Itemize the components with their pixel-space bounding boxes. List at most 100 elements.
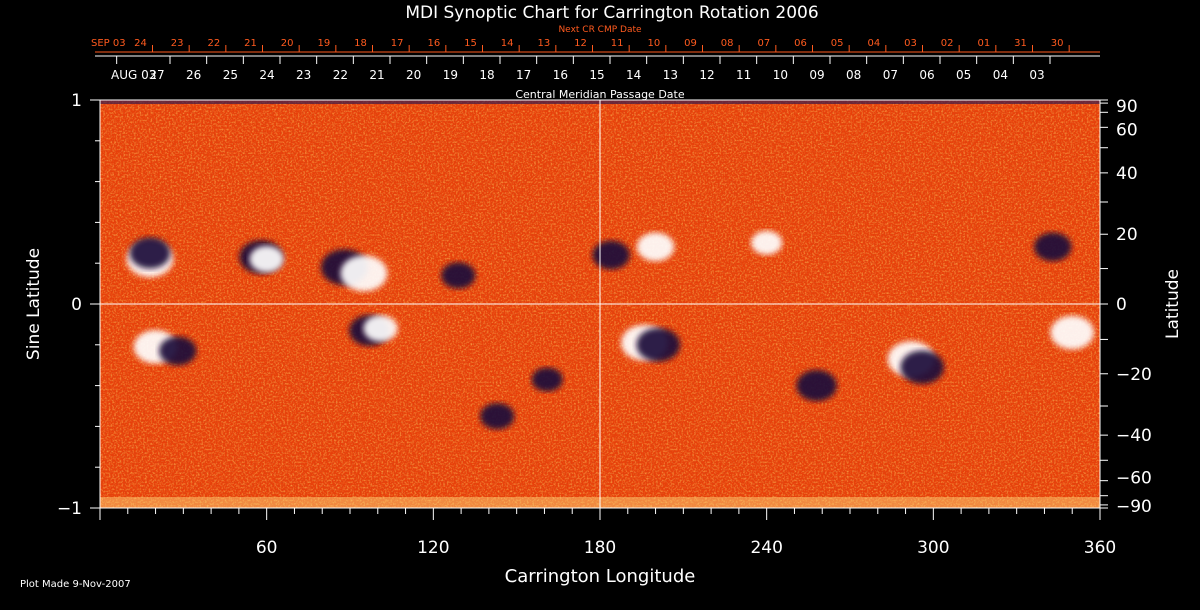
active-region-negative	[1034, 232, 1072, 262]
cmp-date-label: 16	[553, 68, 568, 82]
y-axis-right: 90 60 40 20 0 −20 −40 −60 −90	[1100, 97, 1152, 517]
next-cr-date-label: 23	[171, 38, 184, 49]
active-region-positive	[751, 230, 783, 255]
y-axis-left-title: Sine Latitude	[24, 248, 44, 360]
cmp-date-label: 08	[846, 68, 861, 82]
x-tick-label: 60	[256, 538, 278, 558]
active-region-negative	[900, 350, 945, 385]
chart-title: MDI Synoptic Chart for Carrington Rotati…	[405, 3, 818, 23]
next-cr-date-label: 12	[574, 38, 587, 49]
next-cr-date-label: 16	[427, 38, 440, 49]
y-axis-left: 1 0 −1	[57, 91, 100, 519]
y-right-tick-label: 60	[1116, 120, 1138, 140]
next-cr-date-label: 04	[867, 38, 880, 49]
cmp-date-label: 11	[736, 68, 751, 82]
active-region-positive	[636, 232, 675, 262]
cmp-date-label: 05	[956, 68, 971, 82]
next-cr-date-label: 13	[537, 38, 550, 49]
plot-made-footer: Plot Made 9-Nov-2007	[20, 579, 131, 590]
next-cr-date-label: 19	[317, 38, 330, 49]
active-region-negative	[531, 367, 563, 392]
cmp-date-label: 18	[479, 68, 494, 82]
next-cr-date-label: 24	[134, 38, 147, 49]
next-cr-date-label: 02	[941, 38, 954, 49]
cmp-date-label: 12	[699, 68, 714, 82]
active-region-positive	[1050, 315, 1095, 350]
y-right-tick-label: 20	[1116, 225, 1138, 245]
next-cr-date-label: SEP 03	[91, 38, 126, 49]
next-cr-date-label: 03	[904, 38, 917, 49]
cmp-date-label: 09	[809, 68, 824, 82]
active-region-positive	[340, 255, 388, 292]
y-right-tick-label: 40	[1116, 164, 1138, 184]
x-tick-label: 360	[1084, 538, 1116, 558]
active-region-negative	[480, 403, 515, 430]
active-regions	[126, 230, 1095, 430]
next-cr-date-label: 05	[831, 38, 844, 49]
x-tick-label: 240	[750, 538, 782, 558]
cmp-date-label: 04	[993, 68, 1008, 82]
next-cr-date-label: 18	[354, 38, 367, 49]
cmp-date-label: 24	[259, 68, 274, 82]
cmp-date-label: 19	[443, 68, 458, 82]
y-right-tick-label: 0	[1116, 295, 1127, 315]
active-region-negative	[129, 237, 171, 269]
cmp-date-label: AUG 03	[111, 68, 156, 82]
cmp-date-label: 17	[516, 68, 531, 82]
cmp-date-label: 23	[296, 68, 311, 82]
next-cr-date-label: 22	[207, 38, 220, 49]
next-cr-date-label: 11	[611, 38, 624, 49]
y-left-tick-label: 1	[71, 91, 82, 111]
active-region-negative	[796, 370, 837, 402]
y-left-tick-label: −1	[57, 499, 82, 519]
y-axis-right-title: Latitude	[1163, 269, 1183, 339]
next-cr-cmp-label: Next CR CMP Date	[558, 25, 642, 35]
next-cr-date-label: 15	[464, 38, 477, 49]
active-region-negative	[159, 336, 197, 366]
next-cr-date-label: 01	[977, 38, 990, 49]
next-cr-date-label: 30	[1051, 38, 1064, 49]
cmp-date-label: 03	[1029, 68, 1044, 82]
y-right-tick-label: −40	[1116, 426, 1152, 446]
next-cr-date-label: 14	[501, 38, 514, 49]
cmp-date-label: 07	[883, 68, 898, 82]
next-cr-date-label: 10	[647, 38, 660, 49]
active-region-positive	[249, 245, 284, 273]
y-right-tick-label: 90	[1116, 97, 1138, 117]
cmp-date-label: 25	[223, 68, 238, 82]
cmp-date-label: 15	[589, 68, 604, 82]
cmp-date-label: 06	[919, 68, 934, 82]
x-tick-label: 300	[917, 538, 949, 558]
x-axis: 60 120 180 240 300 360	[99, 508, 1116, 558]
next-cr-date-label: 09	[684, 38, 697, 49]
cmp-date-label: 21	[369, 68, 384, 82]
cmp-date-label: 26	[186, 68, 201, 82]
cmp-date-label: 27	[149, 68, 164, 82]
cmp-date-label: 22	[333, 68, 348, 82]
active-region-positive	[363, 315, 398, 342]
y-right-tick-label: −90	[1116, 497, 1152, 517]
x-tick-label: 120	[417, 538, 449, 558]
cmp-date-label: 13	[663, 68, 678, 82]
y-right-tick-label: −20	[1116, 365, 1152, 385]
next-cr-date-label: 21	[244, 38, 257, 49]
next-cr-date-label: 20	[281, 38, 294, 49]
cmp-date-label: 20	[406, 68, 421, 82]
next-cr-date-label: 31	[1014, 38, 1027, 49]
y-left-tick-label: 0	[71, 295, 82, 315]
x-axis-title: Carrington Longitude	[505, 566, 696, 587]
cmp-date-label: 10	[773, 68, 788, 82]
next-cr-date-label: 06	[794, 38, 807, 49]
active-region-negative	[441, 262, 476, 289]
x-tick-label: 180	[584, 538, 616, 558]
next-cr-date-label: 07	[757, 38, 770, 49]
active-region-negative	[592, 240, 630, 270]
y-right-tick-label: −60	[1116, 469, 1152, 489]
active-region-negative	[636, 328, 681, 362]
cmp-date-label: 14	[626, 68, 641, 82]
next-cr-date-label: 08	[721, 38, 734, 49]
next-cr-date-label: 17	[391, 38, 404, 49]
date-axes: SEP 03 24 23 22 21 20 19 18 17 16 15 14 13 12 11 10 09 08…	[91, 38, 1100, 82]
central-meridian-label: Central Meridian Passage Date	[515, 88, 684, 101]
